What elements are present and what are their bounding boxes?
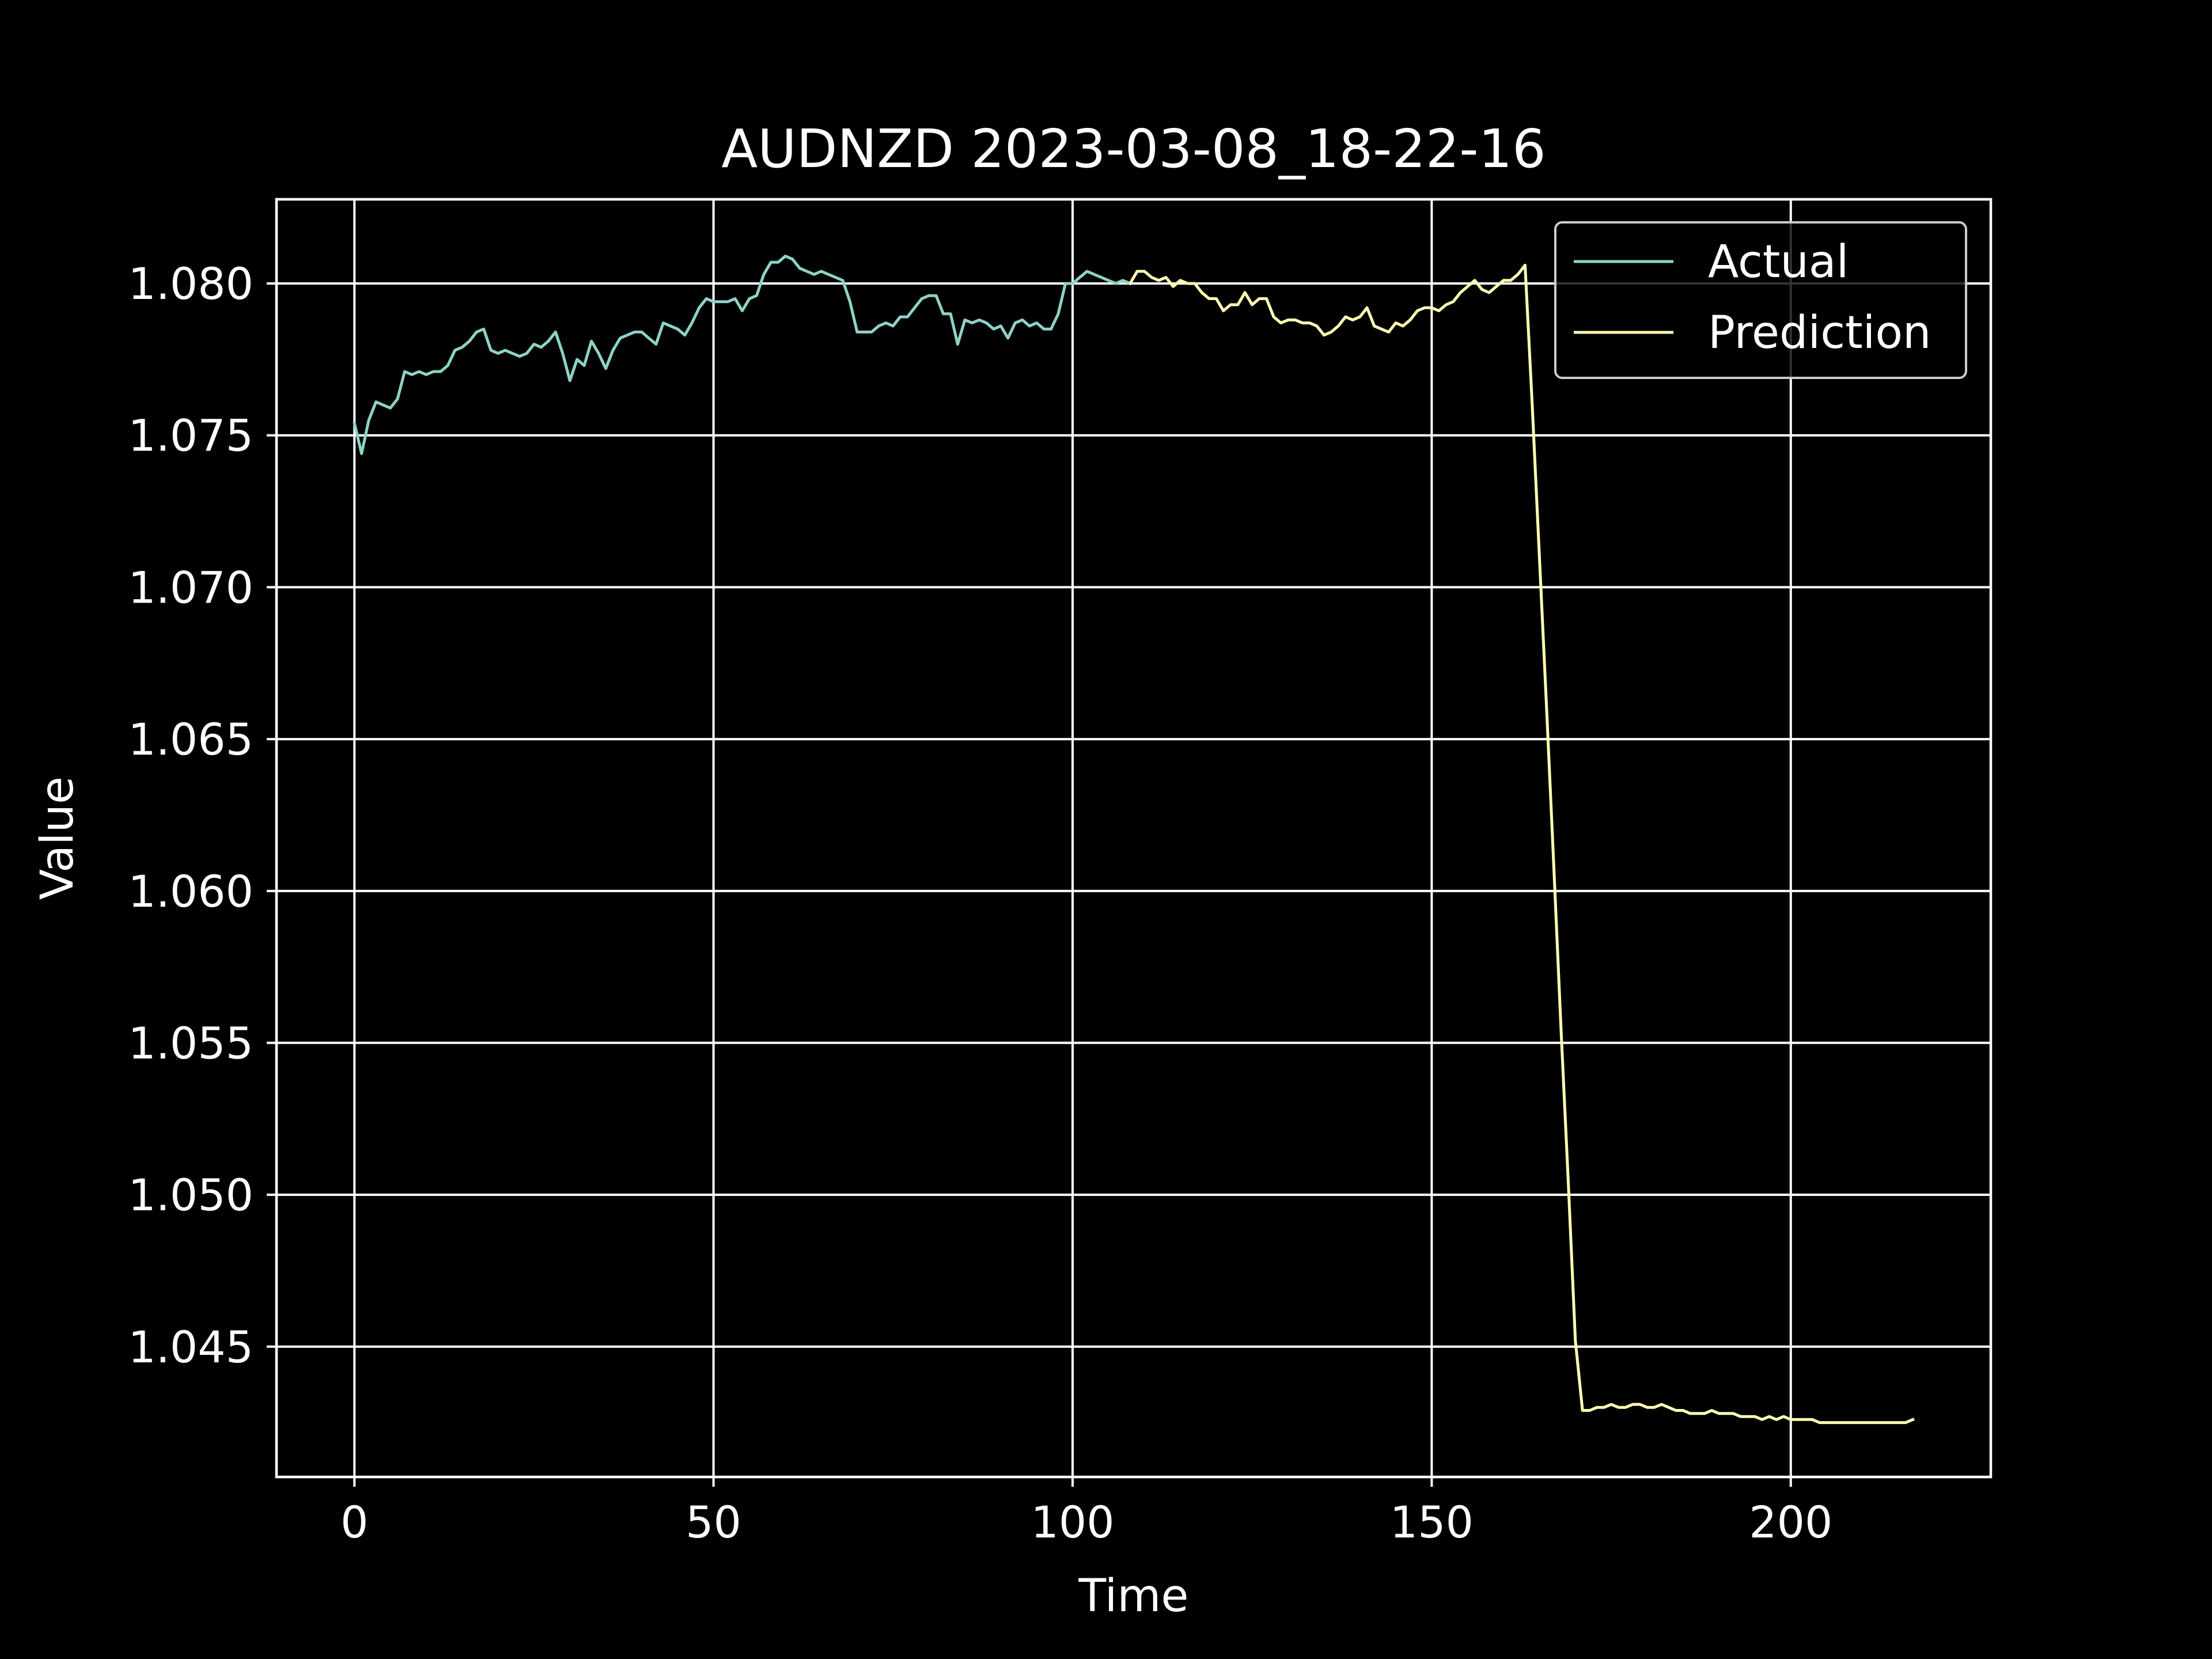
x-tick-label: 200 — [1749, 1497, 1832, 1548]
legend-label-actual: Actual — [1708, 236, 1849, 288]
y-tick-label: 1.045 — [128, 1321, 253, 1373]
y-tick-label: 1.075 — [128, 410, 253, 461]
y-tick-label: 1.080 — [128, 258, 253, 309]
x-tick-label: 150 — [1390, 1497, 1474, 1548]
plot-area-frame — [275, 198, 1993, 1479]
y-tick-label: 1.070 — [128, 562, 253, 613]
x-tick-label: 0 — [340, 1497, 368, 1548]
y-tick-label: 1.050 — [128, 1169, 253, 1221]
y-tick-label: 1.060 — [128, 866, 253, 917]
y-tick-label: 1.055 — [128, 1017, 253, 1069]
chart-title: AUDNZD 2023-03-08_18-22-16 — [721, 118, 1546, 180]
series-lines — [353, 255, 1915, 1425]
x-tick-label: 100 — [1031, 1497, 1114, 1548]
legend-label-prediction: Prediction — [1708, 307, 1931, 359]
axis-ticks: 0 50 100 150 200 1.045 1.050 1.055 1.060 1.065 1.0… — [128, 258, 1832, 1548]
series-line-actual — [353, 255, 1132, 455]
y-axis-label: Value — [32, 777, 84, 900]
series-line-prediction — [1128, 263, 1915, 1425]
x-axis-label: Time — [1078, 1570, 1189, 1622]
grid-lines — [276, 199, 1991, 1477]
legend: Actual Prediction — [1554, 221, 1967, 379]
y-tick-label: 1.065 — [128, 714, 253, 765]
x-tick-label: 50 — [685, 1497, 741, 1548]
